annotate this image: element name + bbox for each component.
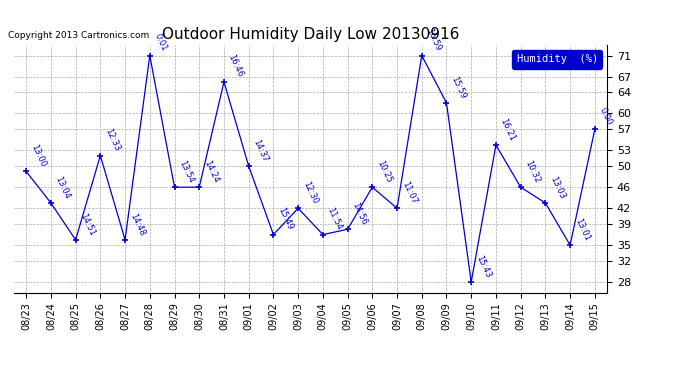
Text: 16:59: 16:59 (424, 27, 443, 53)
Text: 11:07: 11:07 (400, 180, 418, 206)
Text: 14:56: 14:56 (351, 201, 368, 226)
Text: 13:54: 13:54 (177, 159, 195, 184)
Text: 14:37: 14:37 (251, 138, 270, 164)
Text: 10:25: 10:25 (375, 159, 393, 184)
Text: 13:01: 13:01 (573, 217, 591, 242)
Text: 14:48: 14:48 (128, 211, 146, 237)
Text: 0:01: 0:01 (152, 32, 168, 53)
Text: 0:00: 0:00 (598, 106, 613, 126)
Text: 15:43: 15:43 (474, 254, 492, 279)
Text: 14:24: 14:24 (202, 159, 220, 184)
Text: 16:21: 16:21 (499, 117, 517, 142)
Text: 15:49: 15:49 (276, 207, 295, 232)
Text: 11:54: 11:54 (326, 207, 344, 232)
Text: 15:59: 15:59 (449, 75, 467, 100)
Text: 12:33: 12:33 (103, 127, 121, 153)
Text: 13:03: 13:03 (548, 175, 566, 200)
Text: 13:00: 13:00 (29, 143, 47, 169)
Text: 10:32: 10:32 (524, 159, 542, 184)
Text: 13:04: 13:04 (54, 175, 72, 200)
Title: Outdoor Humidity Daily Low 20130916: Outdoor Humidity Daily Low 20130916 (162, 27, 459, 42)
Text: Copyright 2013 Cartronics.com: Copyright 2013 Cartronics.com (8, 31, 149, 40)
Text: 14:51: 14:51 (79, 212, 97, 237)
Text: 12:30: 12:30 (301, 180, 319, 206)
Text: 16:46: 16:46 (227, 54, 245, 79)
Legend: Humidity  (%): Humidity (%) (513, 50, 602, 69)
